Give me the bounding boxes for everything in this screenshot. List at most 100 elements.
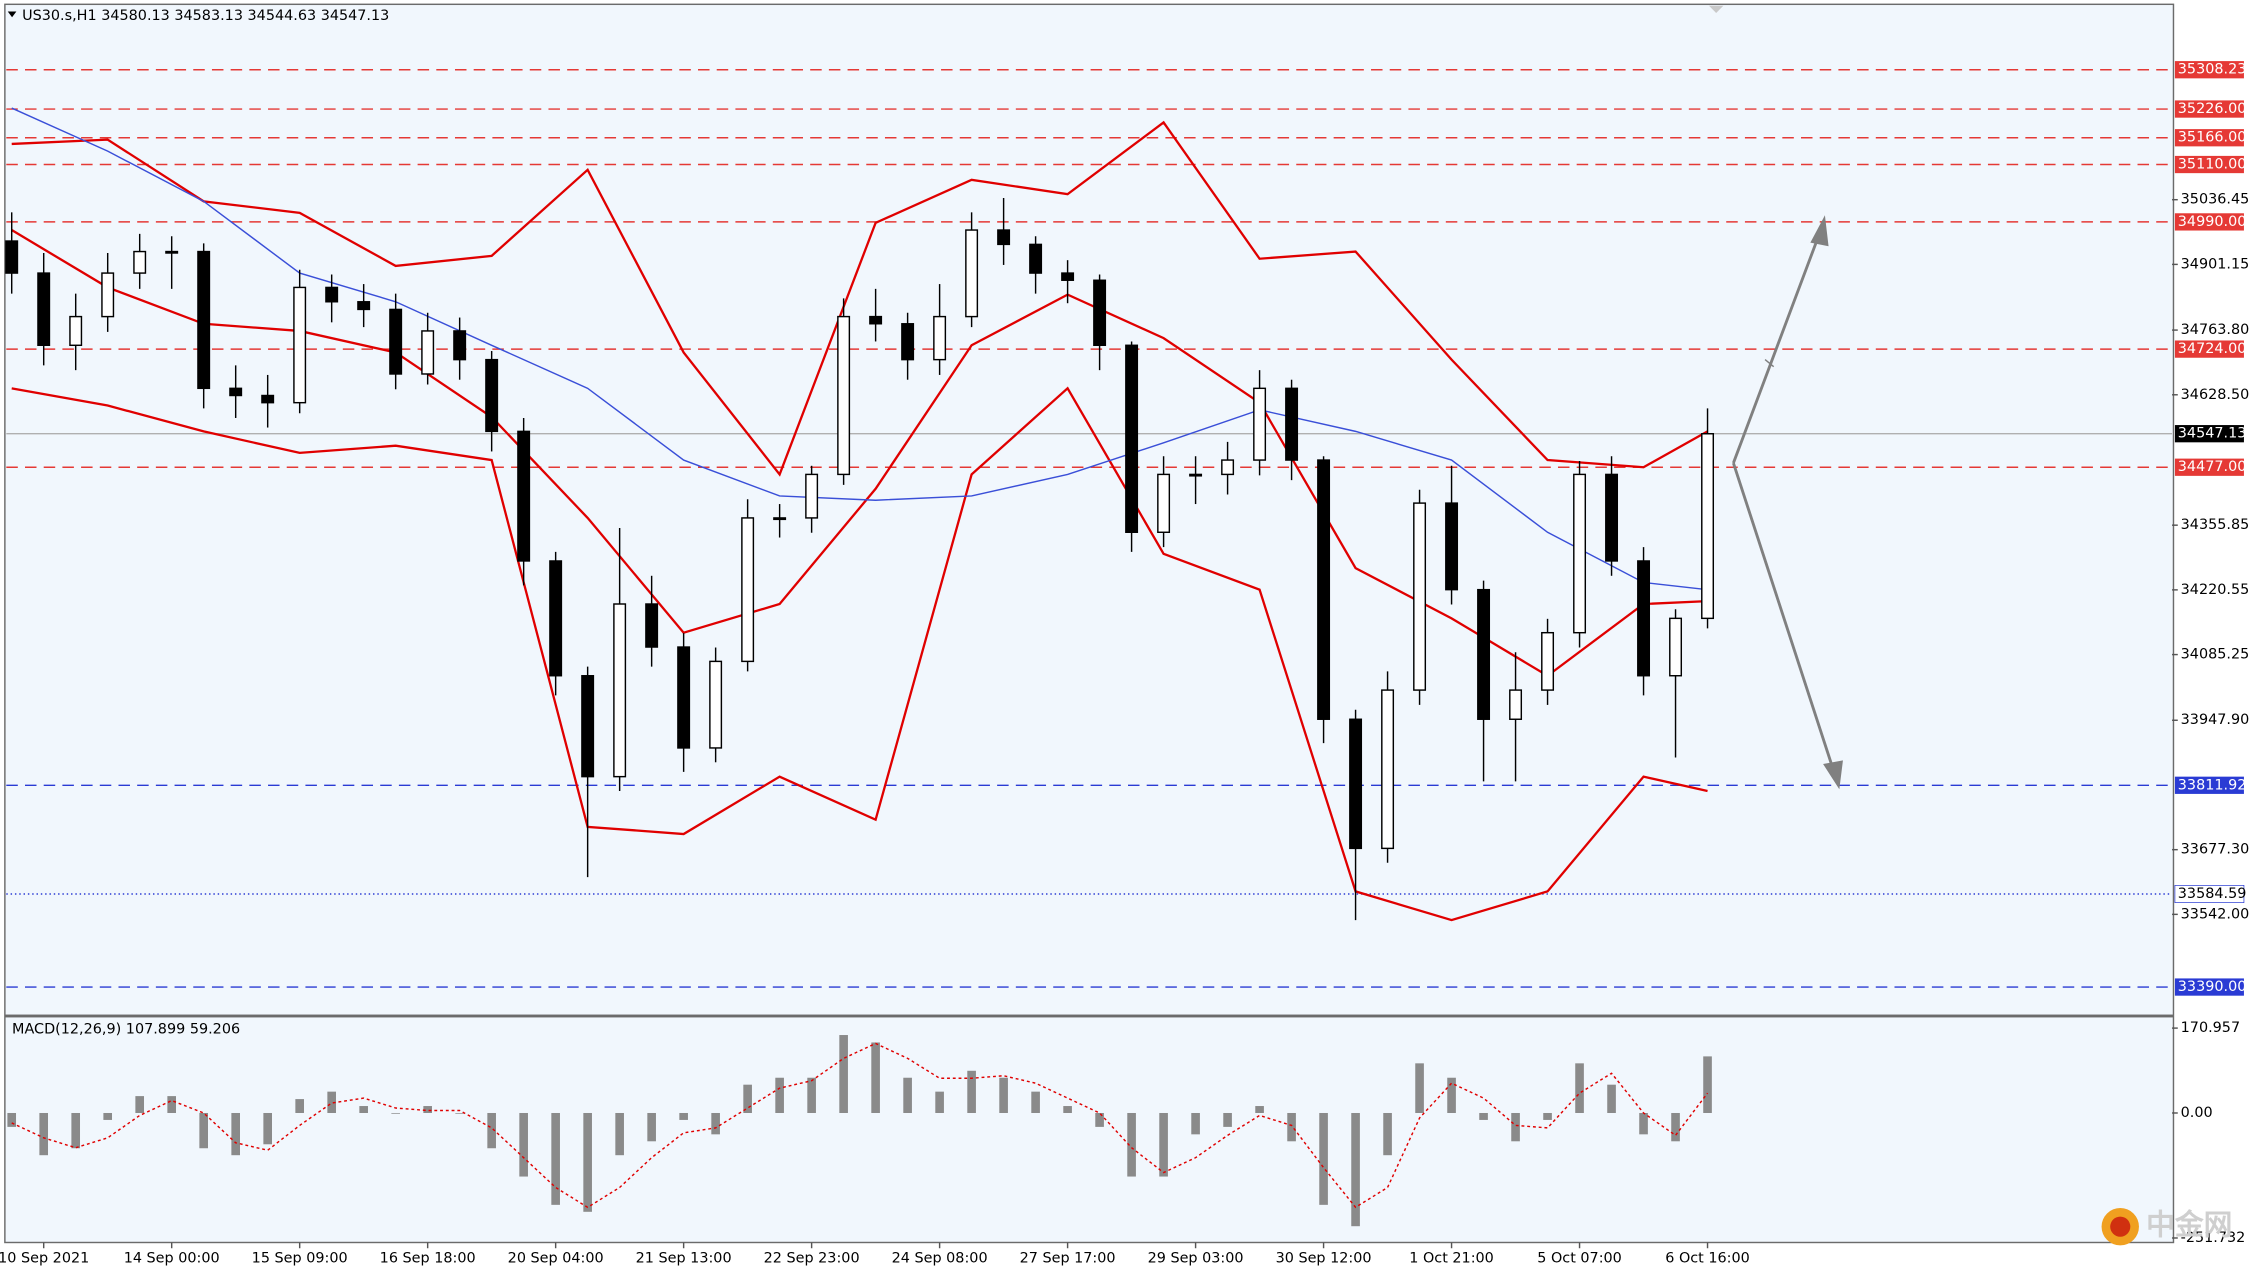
macd-bar (1703, 1056, 1712, 1113)
level-label: 35226.00 (2178, 101, 2247, 117)
candle-body (261, 394, 275, 404)
y-tick-label: 170.957 (2181, 1020, 2240, 1036)
x-tick-label: 22 Sep 23:00 (764, 1250, 860, 1266)
y-tick-label: 33542.00 (2181, 906, 2250, 922)
logo-inner (2110, 1216, 2131, 1237)
arrow-up-head (1810, 215, 1829, 247)
macd-bar (1127, 1112, 1136, 1177)
level-label: 34547.13 (2178, 426, 2247, 442)
plot-layer: 35036.45 34901.15 34763.80 34628.50 34355.85… (0, 61, 2249, 1266)
level-label-bg (2174, 776, 2244, 794)
candle-body (101, 272, 115, 318)
candle-body (1541, 631, 1555, 691)
x-tick-label: 6 Oct 16:00 (1665, 1250, 1750, 1266)
y-tick-label: 0.00 (2181, 1105, 2213, 1121)
level-label-bg (2174, 213, 2244, 231)
candle-body (453, 330, 467, 361)
macd-bar (1063, 1106, 1072, 1113)
macd-bar (1383, 1112, 1392, 1156)
macd-bar (551, 1112, 560, 1205)
x-tick-label: 5 Oct 07:00 (1537, 1250, 1622, 1266)
menu-arrow[interactable] (7, 11, 17, 18)
level-label: 35308.23 (2178, 62, 2247, 78)
candle-body (1349, 718, 1363, 850)
level-label: 35166.00 (2178, 130, 2247, 146)
macd-bar (1319, 1112, 1328, 1205)
forecast-arrows (1732, 215, 1843, 790)
y-tick-label: -251.732 (2181, 1230, 2246, 1246)
macd-bar (615, 1112, 624, 1156)
candle-body (1413, 502, 1427, 691)
macd-bar (519, 1112, 528, 1177)
x-tick-label: 15 Sep 09:00 (252, 1250, 348, 1266)
candle-body (1669, 617, 1683, 677)
arrow-up (1732, 232, 1822, 464)
level-label: 33811.92 (2178, 777, 2247, 793)
candle-body (389, 308, 403, 375)
candle-body (5, 240, 19, 274)
macd-bar (455, 1112, 464, 1114)
y-tick-label: 33947.90 (2181, 712, 2250, 728)
macd-bar (39, 1112, 49, 1156)
candle-body (1125, 344, 1139, 533)
y-tick-label: 33677.30 (2181, 842, 2250, 858)
macd-bar (487, 1112, 496, 1149)
candle-body (1605, 473, 1619, 562)
macd-bar (199, 1112, 208, 1149)
macd-bar (1671, 1112, 1680, 1142)
macd-bar (263, 1112, 272, 1145)
level-label: 35110.00 (2178, 157, 2247, 173)
macd-bar (71, 1112, 81, 1149)
candle-body (293, 286, 307, 404)
macd-bar (711, 1112, 720, 1135)
candle-body (325, 286, 339, 303)
candle-body (901, 323, 915, 361)
macd-bar (103, 1112, 113, 1120)
macd-bar (743, 1084, 752, 1113)
candle-body (1061, 272, 1075, 281)
candle-body (965, 229, 979, 318)
y-tick-label: 34085.25 (2181, 647, 2250, 663)
candle-body (1381, 689, 1395, 850)
level-label-bg (2174, 458, 2244, 476)
level-label: 34990.00 (2178, 214, 2247, 230)
x-tick-label: 14 Sep 00:00 (124, 1250, 220, 1266)
candle-body (1445, 502, 1459, 591)
candle-body (1477, 588, 1491, 720)
level-label: 33584.59 (2178, 886, 2247, 902)
y-tick-label: 35036.45 (2181, 192, 2250, 208)
x-tick-label: 27 Sep 17:00 (1020, 1250, 1116, 1266)
level-label-bg (2174, 155, 2244, 174)
macd-bar (903, 1077, 912, 1113)
x-tick-label: 20 Sep 04:00 (508, 1250, 604, 1266)
x-tick-label: 30 Sep 12:00 (1276, 1250, 1372, 1266)
macd-bar (999, 1077, 1008, 1113)
candle-body (741, 517, 755, 663)
candle-body (69, 315, 83, 347)
x-tick-label: 21 Sep 13:00 (636, 1250, 732, 1266)
macd-bar (839, 1035, 848, 1113)
macd-bar (231, 1112, 240, 1156)
macd-bar (1159, 1112, 1168, 1177)
candle-body (485, 358, 499, 433)
macd-bar (1639, 1112, 1648, 1135)
candle-body (613, 603, 627, 778)
macd-bar (423, 1106, 432, 1113)
candle-body (1253, 387, 1267, 461)
macd-bar (391, 1112, 400, 1114)
y-tick-label: 34901.15 (2181, 256, 2250, 272)
macd-bar (1575, 1063, 1584, 1113)
candle-body (645, 603, 659, 648)
macd-bar (935, 1091, 944, 1113)
price-panel (4, 3, 2175, 1016)
macd-bar (295, 1099, 304, 1113)
macd-title: MACD(12,26,9) 107.899 59.206 (12, 1022, 240, 1038)
candle-body (229, 387, 243, 397)
macd-bar (327, 1091, 336, 1113)
level-label-bg (2174, 885, 2245, 903)
candle-body (1157, 473, 1171, 533)
arrow-tick (1764, 358, 1775, 368)
candle-body (677, 646, 691, 749)
macd-bar (583, 1112, 592, 1212)
